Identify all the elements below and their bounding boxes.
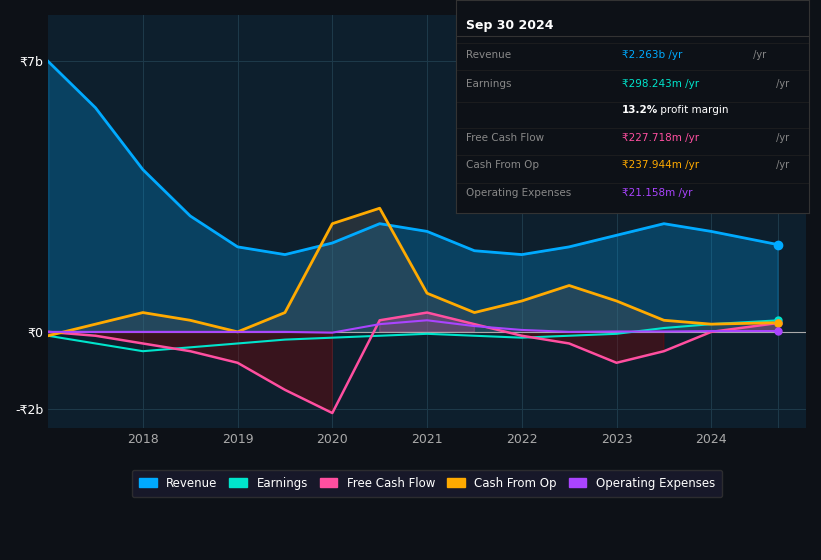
Text: /yr: /yr <box>773 80 789 90</box>
Text: ₹2.263b /yr: ₹2.263b /yr <box>621 50 682 59</box>
Text: ₹237.944m /yr: ₹237.944m /yr <box>621 160 699 170</box>
Text: ₹298.243m /yr: ₹298.243m /yr <box>621 80 699 90</box>
Text: Cash From Op: Cash From Op <box>466 160 539 170</box>
Text: Operating Expenses: Operating Expenses <box>466 188 571 198</box>
Text: Revenue: Revenue <box>466 50 511 59</box>
Text: Sep 30 2024: Sep 30 2024 <box>466 19 553 32</box>
Text: /yr: /yr <box>750 50 766 59</box>
Text: ₹227.718m /yr: ₹227.718m /yr <box>621 133 699 143</box>
Legend: Revenue, Earnings, Free Cash Flow, Cash From Op, Operating Expenses: Revenue, Earnings, Free Cash Flow, Cash … <box>132 470 722 497</box>
Text: 13.2%: 13.2% <box>621 105 658 115</box>
Text: profit margin: profit margin <box>657 105 728 115</box>
Text: /yr: /yr <box>773 160 789 170</box>
Text: ₹21.158m /yr: ₹21.158m /yr <box>621 188 692 198</box>
Text: /yr: /yr <box>773 133 789 143</box>
Text: Earnings: Earnings <box>466 80 511 90</box>
Text: Free Cash Flow: Free Cash Flow <box>466 133 544 143</box>
